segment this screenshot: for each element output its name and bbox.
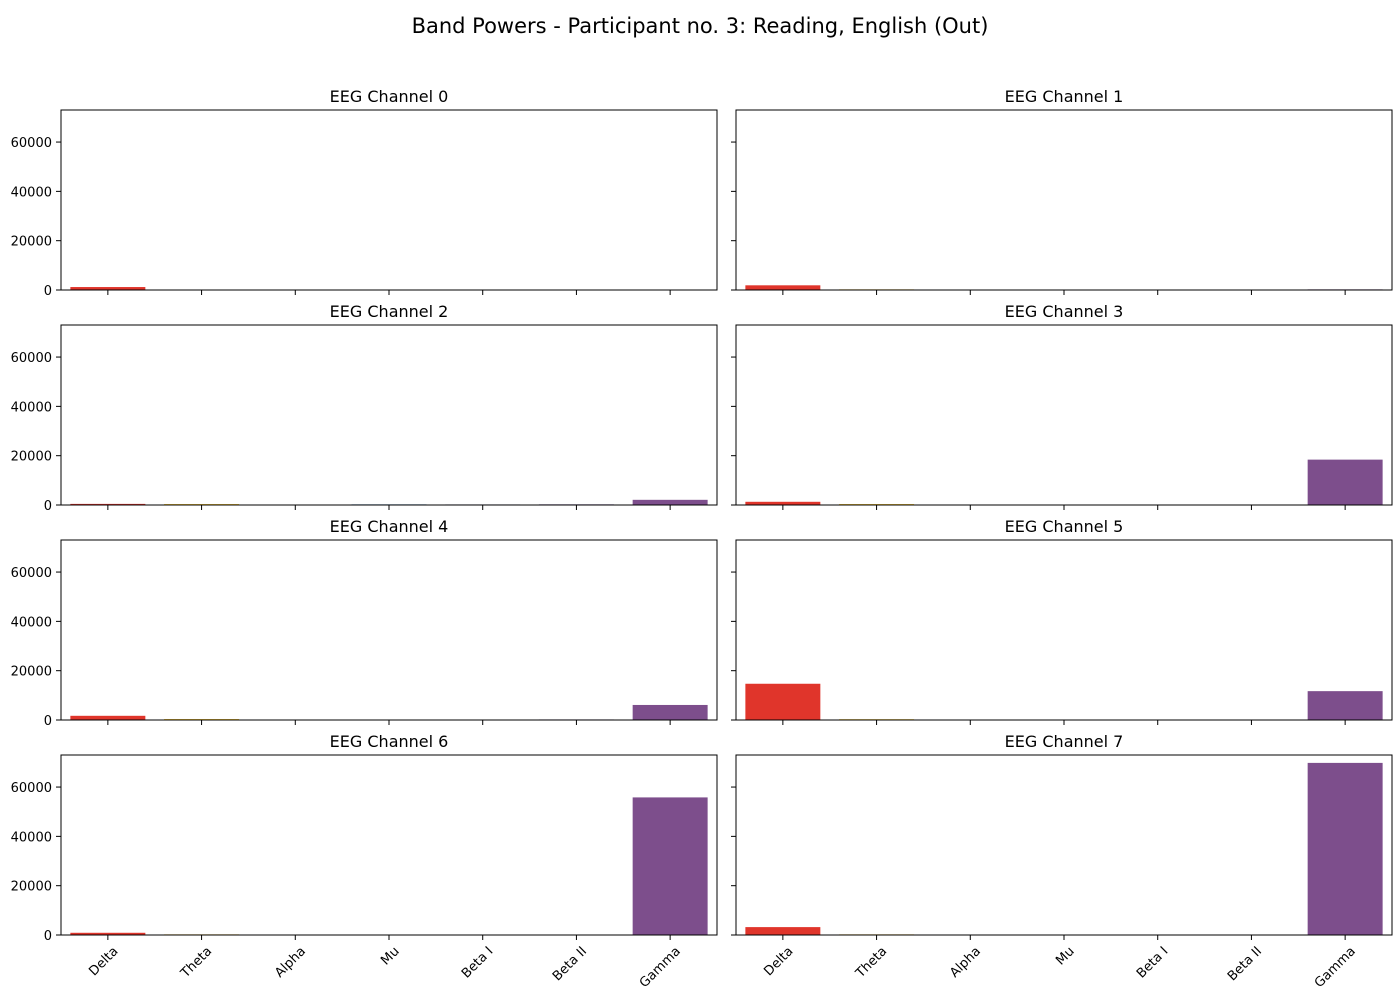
axes-frame [735,754,1393,936]
bar-gamma [1307,459,1383,505]
x-tick-label: Beta II [550,944,590,984]
panel-title: EEG Channel 1 [1005,87,1124,106]
x-tick-label: Theta [178,944,216,982]
y-tick-label: 20000 [11,880,52,895]
y-tick-label: 60000 [11,781,52,796]
panel-channel-6: EEG Channel 6 0 20000 40000 60000 Delta Theta A… [11,732,718,991]
x-tick-label: Beta II [1225,944,1265,984]
x-tick-label: Alpha [272,944,309,981]
bar-delta [70,503,146,505]
panel-title: EEG Channel 0 [330,87,449,106]
y-tick-label: 0 [44,714,52,729]
panel-title: EEG Channel 4 [330,517,449,536]
panel-channel-5: EEG Channel 5 [731,517,1393,725]
panel-channel-4: EEG Channel 4 0 20000 40000 60000 [11,517,718,729]
axes-frame [735,109,1393,291]
y-tick-label: 40000 [11,830,52,845]
bar-gamma [632,499,708,505]
axes-frame [60,109,718,291]
y-tick-label: 60000 [11,566,52,581]
panel-channel-3: EEG Channel 3 [731,302,1393,510]
x-tick-label: Beta I [1134,944,1171,981]
bar-delta [745,285,821,290]
axes-frame [735,324,1393,506]
panel-channel-1: EEG Channel 1 [731,87,1393,295]
bar-gamma [632,797,708,935]
bar-delta [745,683,821,720]
figure-title: Band Powers - Participant no. 3: Reading… [411,14,989,38]
y-tick-label: 0 [44,284,52,299]
y-tick-label: 40000 [11,400,52,415]
bar-delta [745,501,821,505]
x-tick-label: Theta [853,944,891,982]
bar-delta [745,927,821,935]
bar-delta [70,287,146,290]
x-tick-label: Mu [1053,944,1077,968]
panel-title: EEG Channel 5 [1005,517,1124,536]
x-tick-label: Gamma [1312,944,1359,991]
panel-title: EEG Channel 7 [1005,732,1124,751]
x-tick-label: Alpha [947,944,984,981]
y-tick-label: 0 [44,499,52,514]
x-tick-label: Mu [378,944,402,968]
bar-delta [70,932,146,935]
y-tick-label: 60000 [11,351,52,366]
bar-delta [70,715,146,720]
y-tick-label: 60000 [11,136,52,151]
x-tick-label: Delta [86,944,121,979]
bar-gamma [632,704,708,720]
x-tick-label: Beta I [459,944,496,981]
y-tick-label: 40000 [11,615,52,630]
bar-gamma [1307,691,1383,720]
y-tick-label: 20000 [11,665,52,680]
y-tick-label: 40000 [11,185,52,200]
axes-frame [60,324,718,506]
panel-channel-7: EEG Channel 7 Delta Theta Alpha Mu Beta I Beta… [731,732,1393,991]
x-tick-label: Gamma [637,944,684,991]
y-tick-label: 20000 [11,235,52,250]
x-tick-label: Delta [761,944,796,979]
panel-channel-0: EEG Channel 0 0 20000 40000 60000 [11,87,718,299]
panel-title: EEG Channel 6 [330,732,449,751]
axes-frame [60,539,718,721]
axes-frame [735,539,1393,721]
panel-title: EEG Channel 3 [1005,302,1124,321]
y-tick-label: 20000 [11,450,52,465]
axes-frame [60,754,718,936]
y-tick-label: 0 [44,929,52,944]
panel-channel-2: EEG Channel 2 0 20000 40000 60000 [11,302,718,514]
bar-gamma [1307,762,1383,935]
panel-title: EEG Channel 2 [330,302,449,321]
